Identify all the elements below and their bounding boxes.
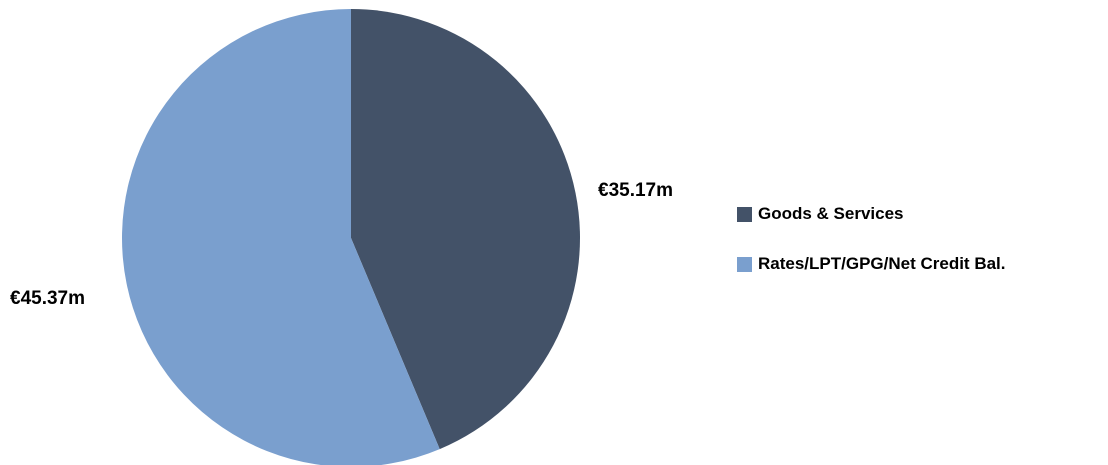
- legend-label-rates-lpt: Rates/LPT/GPG/Net Credit Bal.: [758, 254, 1006, 273]
- pie-slices: [122, 9, 581, 465]
- data-label-goods-services: €35.17m: [598, 180, 673, 201]
- data-labels: €35.17m €45.37m: [10, 180, 673, 309]
- chart-legend: Goods & Services Rates/LPT/GPG/Net Credi…: [737, 202, 1006, 302]
- pie-slice-goods-services: [351, 9, 581, 450]
- legend-item-goods-services: Goods & Services: [737, 202, 1006, 226]
- legend-item-rates-lpt: Rates/LPT/GPG/Net Credit Bal.: [737, 252, 1006, 276]
- legend-swatch-rates-lpt: [737, 256, 752, 272]
- data-label-rates-lpt: €45.37m: [10, 288, 85, 309]
- pie-slice-rates-lpt: [122, 9, 440, 465]
- legend-label-goods-services: Goods & Services: [758, 204, 904, 223]
- legend-swatch-goods-services: [737, 206, 752, 222]
